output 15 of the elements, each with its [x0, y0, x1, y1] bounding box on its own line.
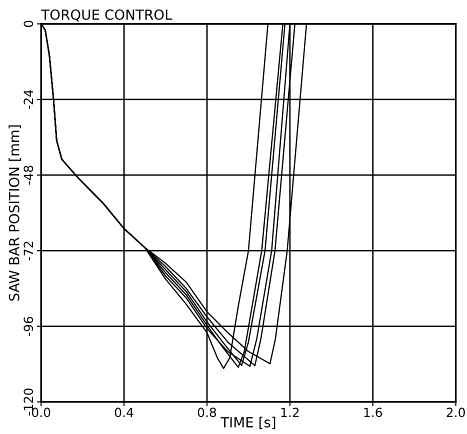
y-tick-label: -120 — [24, 388, 34, 416]
y-tick-label: -48 — [24, 166, 34, 185]
chart-title: TORQUE CONTROL — [41, 9, 172, 22]
x-tick-label: 1.2 — [281, 408, 299, 417]
x-tick-label: 0.0 — [32, 408, 50, 418]
x-tick-label: 2.0 — [446, 408, 465, 418]
y-axis-title: SAW BAR POSITION [mm] — [8, 125, 21, 301]
y-tick-label: -24 — [24, 90, 33, 110]
y-tick-label: -96 — [24, 316, 34, 336]
y-tick-label: -72 — [24, 242, 33, 260]
x-tick-label: 0.8 — [198, 408, 216, 418]
x-tick-label: 1.6 — [364, 408, 382, 418]
x-tick-label: 0.4 — [114, 408, 134, 418]
y-tick-label: 0 — [24, 20, 34, 28]
x-axis-title: TIME [s] — [220, 416, 276, 430]
